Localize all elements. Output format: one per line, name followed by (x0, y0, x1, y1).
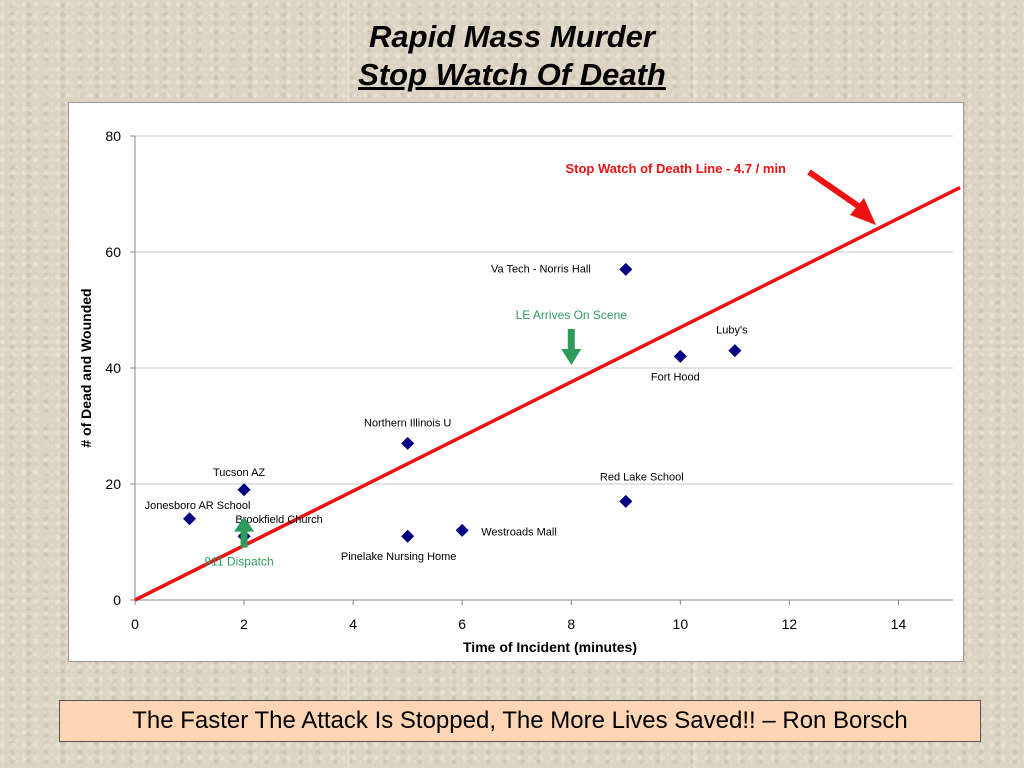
data-point-label: Tucson AZ (213, 467, 265, 479)
y-tick-label: 40 (105, 360, 121, 376)
le-arrow-head (561, 349, 582, 365)
x-tick-label: 10 (673, 616, 689, 632)
data-point-label: Northern Illinois U (364, 417, 451, 429)
trend-arrow-head (850, 198, 876, 225)
trend-line (134, 186, 961, 602)
data-point (237, 483, 251, 497)
page-title: Rapid Mass Murder (369, 19, 655, 54)
data-point (183, 512, 197, 526)
y-tick-label: 0 (113, 592, 121, 608)
dispatch-arrow-head (234, 516, 255, 532)
x-tick-label: 14 (891, 616, 907, 632)
data-point (619, 494, 633, 508)
scatter-chart: 0 20 40 60 80 0 2 4 6 8 10 12 14 Time of Incident (mi… (78, 128, 961, 655)
data-point (401, 529, 415, 543)
y-tick-label: 80 (105, 128, 121, 144)
y-tick-label: 60 (105, 244, 121, 260)
data-point (619, 262, 633, 276)
title-block: Rapid Mass Murder Stop Watch Of Death (0, 18, 1024, 94)
x-axis-label: Time of Incident (minutes) (463, 639, 637, 655)
data-point-label: Luby's (716, 325, 748, 337)
data-point-label: Fort Hood (651, 371, 700, 383)
x-tick-label: 6 (458, 616, 466, 632)
data-point (401, 436, 415, 450)
page-subtitle: Stop Watch Of Death (358, 57, 666, 92)
quote-text: The Faster The Attack Is Stopped, The Mo… (132, 707, 908, 734)
quote-box: The Faster The Attack Is Stopped, The Mo… (59, 700, 981, 742)
x-tick-label: 2 (240, 616, 248, 632)
data-point-label: Brookfield Church (235, 514, 322, 526)
y-axis-label: # of Dead and Wounded (78, 288, 94, 447)
data-point (728, 344, 742, 358)
dispatch-label: 911 Dispatch (204, 555, 273, 569)
x-tick-label: 12 (782, 616, 798, 632)
data-point-label: Red Lake School (600, 471, 684, 483)
le-arrives-label: LE Arrives On Scene (516, 308, 628, 322)
x-tick-label: 8 (567, 616, 575, 632)
chart-frame: 0 20 40 60 80 0 2 4 6 8 10 12 14 Time of Incident (mi… (68, 102, 964, 662)
data-point (673, 349, 687, 363)
data-point-label: Jonesboro AR School (145, 500, 251, 512)
dispatch-arrow-shaft (240, 530, 248, 548)
trend-line-label: Stop Watch of Death Line - 4.7 / min (565, 161, 786, 176)
data-point-label: Westroads Mall (481, 526, 557, 538)
trend-arrow-shaft (807, 169, 866, 213)
x-tick-label: 0 (131, 616, 139, 632)
y-tick-label: 20 (105, 476, 121, 492)
data-point (455, 523, 469, 537)
le-arrow-shaft (567, 329, 575, 351)
data-point-label: Va Tech - Norris Hall (491, 263, 591, 275)
data-point-label: Pinelake Nursing Home (341, 551, 457, 563)
x-tick-label: 4 (349, 616, 357, 632)
